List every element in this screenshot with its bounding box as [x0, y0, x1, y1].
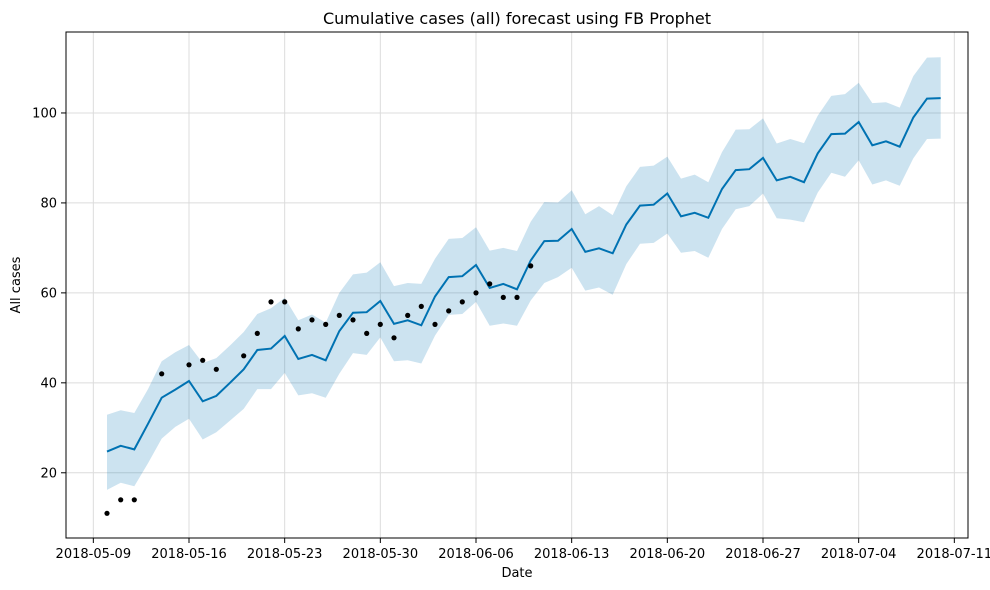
x-tick-label: 2018-07-04: [821, 547, 897, 562]
actual-point: [268, 299, 274, 305]
actual-point: [391, 335, 397, 341]
y-tick-label: 20: [40, 466, 57, 481]
actual-point: [282, 299, 288, 305]
y-tick-label: 100: [32, 106, 57, 121]
actual-point: [309, 317, 315, 323]
x-tick-label: 2018-05-09: [56, 547, 132, 562]
actual-point: [473, 290, 479, 296]
x-axis-ticks: 2018-05-09 2018-05-16 2018-05-23 2018-05-30…: [56, 538, 990, 562]
y-gridlines: [66, 112, 968, 474]
actual-point: [418, 303, 424, 309]
y-tick-label: 60: [40, 286, 57, 301]
x-tick-label: 2018-06-06: [438, 547, 514, 562]
actual-point: [528, 263, 534, 269]
plot-frame: [65, 31, 969, 539]
actual-point: [159, 371, 165, 377]
chart-title: Cumulative cases (all) forecast using FB…: [323, 9, 711, 28]
actual-point: [118, 497, 124, 503]
x-tick-label: 2018-07-11: [917, 547, 990, 562]
actual-point: [104, 510, 110, 516]
actual-point: [200, 357, 206, 363]
actual-point: [336, 312, 342, 318]
actual-point: [459, 299, 465, 305]
y-axis-ticks: 20 40 60 80 100: [32, 106, 66, 481]
actual-point: [446, 308, 452, 314]
x-axis-label: Date: [501, 566, 532, 581]
actual-point: [405, 312, 411, 318]
y-tick-label: 40: [40, 376, 57, 391]
actual-point: [295, 326, 301, 332]
actual-point: [377, 321, 383, 327]
x-tick-label: 2018-06-27: [725, 547, 801, 562]
actual-point: [131, 497, 137, 503]
actual-point: [514, 294, 520, 300]
actual-point: [213, 366, 219, 372]
x-tick-label: 2018-06-13: [534, 547, 610, 562]
actual-point: [323, 321, 329, 327]
actual-point: [186, 362, 192, 368]
actual-points: [104, 263, 534, 516]
x-tick-label: 2018-06-20: [630, 547, 706, 562]
x-gridlines: [92, 32, 955, 538]
actual-point: [432, 321, 438, 327]
x-tick-label: 2018-05-30: [343, 547, 419, 562]
actual-point: [500, 294, 506, 300]
y-axis-label: All cases: [9, 256, 24, 313]
forecast-line: [106, 97, 941, 453]
actual-point: [254, 330, 260, 336]
actual-point: [241, 353, 247, 359]
actual-point: [487, 281, 493, 287]
y-tick-label: 80: [40, 196, 57, 211]
x-tick-label: 2018-05-16: [151, 547, 227, 562]
actual-point: [364, 330, 370, 336]
x-tick-label: 2018-05-23: [247, 547, 323, 562]
actual-point: [350, 317, 356, 323]
